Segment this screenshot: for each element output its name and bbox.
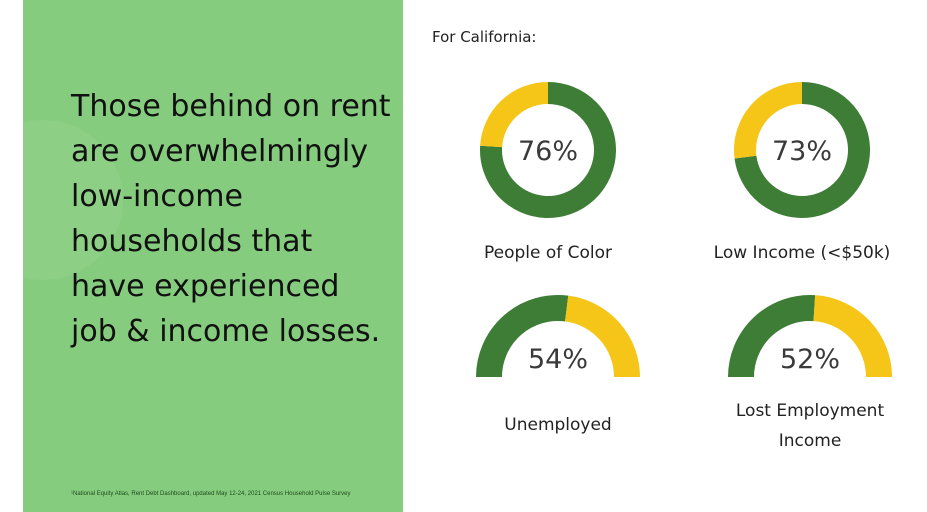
value-label: 76% [518,136,578,167]
gauge-segment-value [476,295,569,378]
gauge-segment-remainder [564,295,640,378]
category-label: People of Color [484,243,612,263]
footnote: ¹National Equity Atlas, Rent Debt Dashbo… [71,491,351,497]
gauge-segment-value [728,295,816,378]
category-label: Low Income (<$50k) [714,243,891,263]
headline: Those behind on rent are overwhelmingly … [71,89,391,349]
donut-segment-value [734,82,870,218]
gauge-segment-remainder [812,295,892,378]
category-label: Unemployed [504,415,611,435]
category-label: Income [779,431,842,451]
left-panel: Those behind on rent are overwhelmingly … [23,0,403,512]
region-label: For California: [432,28,537,46]
value-label: 73% [772,136,832,167]
donut-segment-value [480,82,616,218]
value-label: 54% [528,344,588,375]
donut-segment-remainder [734,82,803,159]
category-label: Lost Employment [736,401,885,421]
value-label: 52% [780,344,840,375]
donut-segment-remainder [480,82,549,148]
chart-2: 73% Low Income (<$50k) [714,82,891,263]
chart-3: 54% Unemployed [476,295,640,435]
chart-1: 76% People of Color [480,82,616,263]
chart-4: 52% Lost Employment Income [728,295,892,451]
